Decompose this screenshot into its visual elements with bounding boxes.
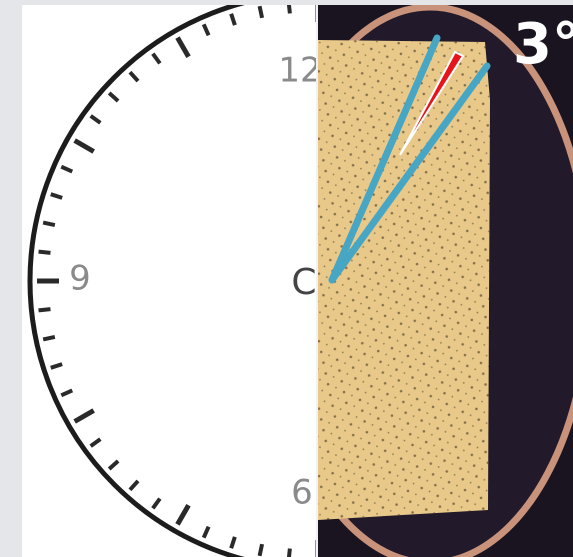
- clock-tick: [39, 309, 51, 310]
- clock-number: 12: [278, 51, 321, 91]
- angle-label: 3°: [513, 12, 573, 77]
- composite-image: 12 9 6 C 3°: [0, 0, 573, 557]
- divider: [316, 5, 318, 557]
- clock-tick: [289, 2, 290, 14]
- clock-center-mark: C: [291, 262, 316, 303]
- clock-tick: [43, 337, 55, 339]
- clock-number: 6: [291, 473, 313, 513]
- clock-tick: [43, 223, 55, 225]
- clock-tick: [289, 549, 290, 557]
- clock-number: 9: [69, 259, 91, 299]
- page: {"clock": {"labels": ["12", "9", "6", "C…: [0, 0, 573, 557]
- clock-background: [22, 5, 316, 557]
- clock-tick: [39, 252, 51, 253]
- clock-tick: [260, 6, 262, 18]
- clock-tick: [260, 544, 262, 556]
